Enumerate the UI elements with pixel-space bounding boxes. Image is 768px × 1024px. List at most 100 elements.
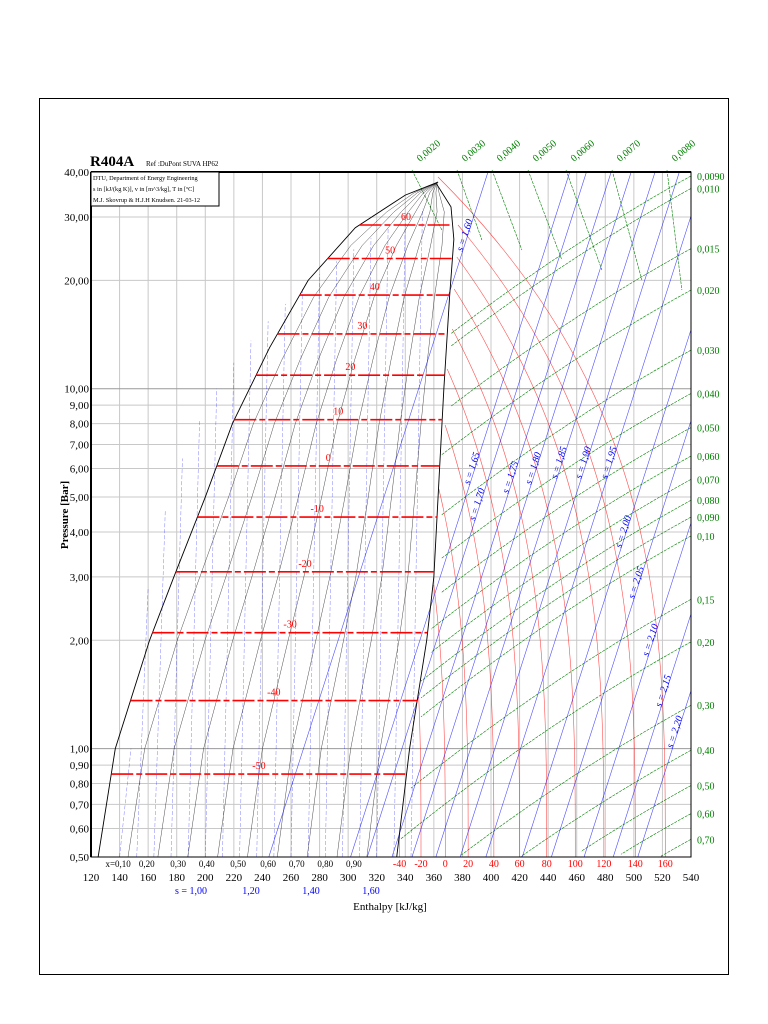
volume-line <box>400 641 692 839</box>
quality-label: 0,40 <box>199 859 215 869</box>
y-tick-label: 8,00 <box>70 419 90 431</box>
volume-label-top: 0,0030 <box>460 138 488 164</box>
isotherm-label-bottom: 120 <box>596 859 611 870</box>
quality-line <box>157 181 438 858</box>
y-tick-label: 9,00 <box>70 400 90 412</box>
volume-label-right: 0,60 <box>697 810 715 821</box>
volume-label-right: 0,015 <box>697 245 720 256</box>
entropy-line <box>612 613 692 858</box>
isotherm-line-superheated <box>437 176 666 858</box>
volume-label-top: 0,0060 <box>569 138 597 164</box>
isotherm-label: 0 <box>326 453 331 464</box>
isotherm-line-superheated <box>446 368 520 858</box>
entropy-label: s = 1,85 <box>549 445 570 480</box>
volume-label-right: 0,050 <box>697 424 720 435</box>
isotherm-label: 50 <box>385 246 395 257</box>
entropy-line-two-phase <box>290 288 303 858</box>
volume-line <box>491 169 523 251</box>
isotherm-line-superheated <box>457 224 636 858</box>
quality-line <box>366 182 445 858</box>
volume-label-right: 0,15 <box>697 595 715 606</box>
quality-label: 0,90 <box>346 859 362 869</box>
entropy-line <box>435 171 656 858</box>
volume-label-right: 0,0090 <box>697 172 725 183</box>
volume-label-right: 0,40 <box>697 746 715 757</box>
entropy-line-two-phase <box>256 321 269 858</box>
x-tick-label: 520 <box>654 872 671 884</box>
x-tick-label: 420 <box>511 872 528 884</box>
entropy-line <box>350 171 571 858</box>
volume-label-right: 0,10 <box>697 532 715 543</box>
entropy-line-two-phase <box>342 249 355 858</box>
x-tick-label: 120 <box>83 872 100 884</box>
isotherm-line-superheated <box>438 488 469 858</box>
isotherm-line-superheated <box>452 328 548 858</box>
quality-label: 0,50 <box>230 859 246 869</box>
isotherm-label: -30 <box>283 620 296 631</box>
entropy-label: s = 2,05 <box>626 565 647 600</box>
chart-subtitle: Ref :DuPont SUVA HP62 <box>146 160 219 168</box>
y-tick-label: 0,70 <box>70 799 90 811</box>
volume-line <box>660 839 692 857</box>
quality-line <box>217 181 438 858</box>
saturated-vapor-line <box>396 183 455 858</box>
info-line-2: s in [kJ/(kg K)], v in [m^3/kg], T in [º… <box>93 186 194 193</box>
y-axis-label: Pressure [Bar] <box>59 481 71 549</box>
quality-line <box>277 181 438 858</box>
isotherm-label: -40 <box>267 688 280 699</box>
y-tick-label: 30,00 <box>64 212 89 224</box>
entropy-line <box>268 171 489 858</box>
page-border <box>39 98 729 975</box>
x-tick-label: 360 <box>426 872 443 884</box>
volume-line <box>611 169 643 281</box>
entropy-label: s = 2,20 <box>665 715 686 750</box>
volume-label-top: 0,0070 <box>615 138 643 164</box>
y-tick-label: 6,00 <box>70 464 90 476</box>
volume-line <box>666 169 683 291</box>
volume-line <box>620 813 692 855</box>
isotherm-line-superheated <box>456 256 605 858</box>
entropy-line <box>391 171 612 858</box>
isotherm-label-bottom: 20 <box>463 859 473 870</box>
x-tick-label: 340 <box>397 872 414 884</box>
volume-line <box>440 289 692 456</box>
entropy-line-two-phase <box>136 587 149 858</box>
quality-line <box>306 181 438 858</box>
isotherm-line-superheated <box>418 696 422 858</box>
volume-line <box>410 599 692 789</box>
chart-title: R404A <box>90 154 134 170</box>
quality-line <box>247 181 438 858</box>
entropy-line-two-phase <box>170 458 183 858</box>
y-tick-label: 40,00 <box>64 167 89 179</box>
x-tick-label: 400 <box>483 872 500 884</box>
entropy-line-two-phase <box>359 238 372 858</box>
x-tick-label: 200 <box>197 872 214 884</box>
isotherm-label: 40 <box>370 282 380 293</box>
info-box <box>90 171 220 207</box>
labels: 120 140 160 180 200 220 240 260 280 300 320 340 360 3… <box>64 138 724 897</box>
volume-line <box>440 427 692 594</box>
y-tick-label: 0,90 <box>70 760 90 772</box>
entropy-label: s = 1,95 <box>599 445 620 480</box>
entropy-line <box>485 215 692 858</box>
y-tick-label: 0,60 <box>70 823 90 835</box>
y-tick-label: 7,00 <box>70 439 90 451</box>
x-tick-label: 380 <box>454 872 471 884</box>
isotherm-line-superheated <box>453 288 576 858</box>
volume-line <box>527 169 563 261</box>
volume-label-right: 0,070 <box>697 475 720 486</box>
info-line-1: DTU, Department of Energy Engineering <box>93 175 198 182</box>
saturated-liquid-line <box>97 181 439 858</box>
entropy-line <box>411 171 632 858</box>
isotherm-label: -50 <box>252 761 265 772</box>
x-tick-label: 540 <box>683 872 700 884</box>
y-tick-label: 10,00 <box>64 384 89 396</box>
entropy-line <box>583 522 692 858</box>
x-tick-label: 440 <box>540 872 557 884</box>
entropy-line <box>637 690 692 858</box>
x-tick-label: 240 <box>254 872 271 884</box>
volume-label-right: 0,50 <box>697 781 715 792</box>
volume-label-right: 0,010 <box>697 184 720 195</box>
entropy-line <box>551 420 692 858</box>
